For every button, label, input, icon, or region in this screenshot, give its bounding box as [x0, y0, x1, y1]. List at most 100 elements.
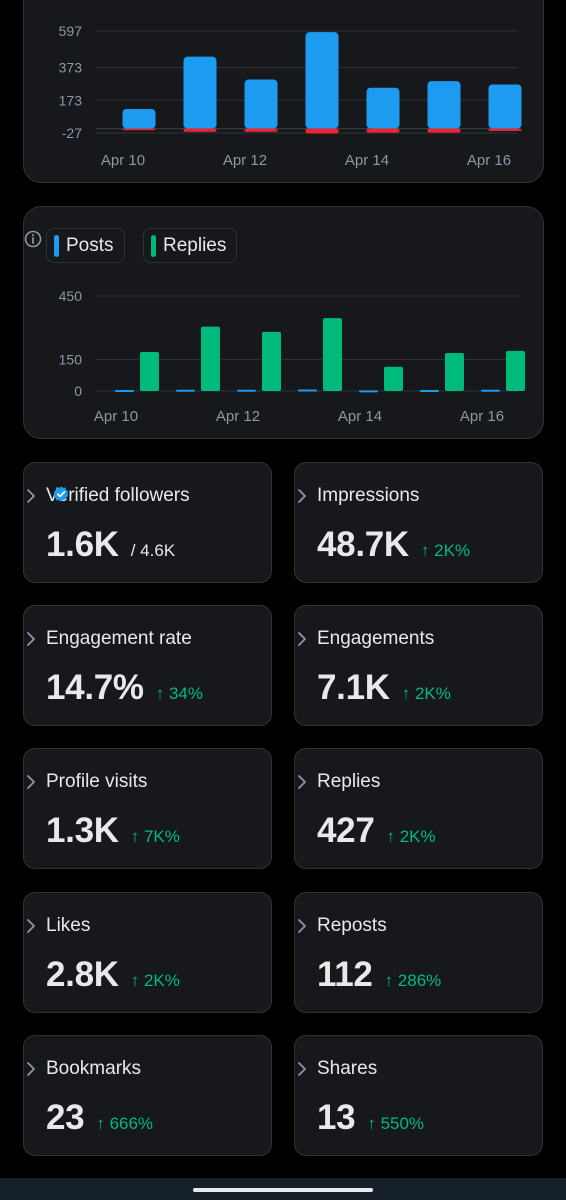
- home-indicator[interactable]: [193, 1188, 373, 1192]
- stat-label: Bookmarks: [46, 1058, 141, 1080]
- stat-card-bookmarks[interactable]: Bookmarks 23 ↑ 666%: [23, 1035, 272, 1156]
- stat-value: 427: [317, 811, 375, 850]
- info-icon[interactable]: [24, 230, 42, 248]
- stat-card-verified-followers[interactable]: Verified followers 1.6K / 4.6K: [23, 462, 272, 583]
- stat-total: / 4.6K: [130, 541, 176, 560]
- bar-negative[interactable]: [183, 128, 217, 132]
- stat-label: Engagements: [317, 628, 434, 650]
- bar-negative[interactable]: [122, 128, 156, 131]
- stat-label-text: Engagements: [317, 628, 435, 649]
- stat-value: 1.3K: [46, 811, 119, 850]
- chevron-right-icon: [27, 775, 35, 789]
- stat-card-profile-visits[interactable]: Profile visits 1.3K ↑ 7K%: [23, 748, 272, 869]
- bar-posts[interactable]: [481, 389, 500, 392]
- bar-positive[interactable]: [488, 84, 522, 129]
- stat-value-row: 112 ↑ 286%: [317, 955, 441, 995]
- bar-posts[interactable]: [298, 389, 317, 392]
- legend-replies-swatch: [151, 234, 156, 257]
- legend-posts-label: Posts: [66, 234, 114, 256]
- stat-change: ↑ 2K%: [130, 971, 180, 990]
- stat-label: Engagement rate: [46, 628, 192, 650]
- bar-negative[interactable]: [366, 128, 400, 133]
- impressions-chart-card: 597 373 173 -27 Apr 10 Apr 12 Apr 14 Apr 16: [23, 0, 544, 183]
- stat-value-row: 23 ↑ 666%: [46, 1098, 153, 1138]
- stat-card-shares[interactable]: Shares 13 ↑ 550%: [294, 1035, 543, 1156]
- bar-negative[interactable]: [427, 128, 461, 133]
- chevron-right-icon: [27, 1062, 35, 1076]
- stat-value: 2.8K: [46, 955, 119, 994]
- stat-label: Impressions: [317, 485, 419, 507]
- y-tick-label: 373: [59, 60, 83, 76]
- posts-replies-bar-chart: 450 150 0 Apr 10 Apr 12 Apr 14 Apr 16: [59, 288, 525, 425]
- bar-positive[interactable]: [305, 32, 339, 129]
- x-tick-label: Apr 12: [216, 408, 260, 425]
- stat-value-row: 13 ↑ 550%: [317, 1098, 424, 1138]
- bar-posts[interactable]: [237, 389, 256, 392]
- stat-card-likes[interactable]: Likes 2.8K ↑ 2K%: [23, 892, 272, 1013]
- chevron-right-icon: [298, 1062, 306, 1076]
- bar-replies[interactable]: [384, 366, 403, 391]
- chevron-right-icon: [27, 632, 35, 646]
- stat-label: Profile visits: [46, 771, 147, 793]
- legend-posts[interactable]: Posts: [46, 228, 125, 263]
- stat-value-row: 2.8K ↑ 2K%: [46, 955, 180, 995]
- stat-value-row: 427 ↑ 2K%: [317, 811, 436, 851]
- chevron-right-icon: [298, 489, 306, 503]
- bar-replies[interactable]: [201, 326, 220, 391]
- stat-label: Verified followers: [46, 485, 190, 507]
- bar-positive[interactable]: [183, 56, 217, 129]
- stat-change: ↑ 286%: [384, 971, 442, 990]
- stat-card-reposts[interactable]: Reposts 112 ↑ 286%: [294, 892, 543, 1013]
- stat-change: ↑ 34%: [155, 684, 203, 703]
- y-tick-label: 173: [59, 92, 83, 108]
- bar-posts[interactable]: [420, 389, 439, 392]
- stat-value: 48.7K: [317, 525, 409, 564]
- stat-card-engagement-rate[interactable]: Engagement rate 14.7% ↑ 34%: [23, 605, 272, 726]
- bar-negative[interactable]: [305, 128, 339, 134]
- stat-label-text: Replies: [317, 771, 381, 792]
- impressions-bar-chart: 597 373 173 -27 Apr 10 Apr 12 Apr 14 Apr 16: [59, 23, 522, 169]
- stat-card-impressions[interactable]: Impressions 48.7K ↑ 2K%: [294, 462, 543, 583]
- bar-replies[interactable]: [140, 351, 159, 391]
- stat-change: ↑ 666%: [96, 1114, 154, 1133]
- bar-replies[interactable]: [323, 318, 342, 391]
- bar-replies[interactable]: [445, 353, 464, 391]
- bar-positive[interactable]: [244, 79, 278, 129]
- stat-value-row: 1.3K ↑ 7K%: [46, 811, 180, 851]
- x-tick-label: Apr 14: [338, 408, 382, 425]
- legend-posts-swatch: [54, 234, 59, 257]
- stat-card-engagements[interactable]: Engagements 7.1K ↑ 2K%: [294, 605, 543, 726]
- stat-card-replies[interactable]: Replies 427 ↑ 2K%: [294, 748, 543, 869]
- stat-label: Reposts: [317, 915, 387, 937]
- bar-posts[interactable]: [115, 389, 134, 392]
- bar-posts[interactable]: [359, 390, 378, 393]
- chevron-right-icon: [298, 919, 306, 933]
- bar-positive[interactable]: [427, 81, 461, 129]
- legend-replies[interactable]: Replies: [143, 228, 238, 263]
- stat-value-row: 14.7% ↑ 34%: [46, 668, 203, 708]
- chevron-right-icon: [27, 919, 35, 933]
- stat-value: 23: [46, 1098, 85, 1137]
- bar-posts[interactable]: [176, 389, 195, 392]
- y-tick-label: 150: [59, 351, 83, 367]
- x-tick-label: Apr 16: [460, 408, 504, 425]
- y-tick-label: 450: [59, 288, 83, 304]
- bar-negative[interactable]: [488, 128, 522, 132]
- stat-label-text: Shares: [317, 1058, 378, 1079]
- bar-replies[interactable]: [262, 331, 281, 391]
- stat-change: ↑ 550%: [367, 1114, 425, 1133]
- x-tick-label: Apr 16: [467, 152, 511, 169]
- bar-negative[interactable]: [244, 128, 278, 132]
- stat-label-text: Profile visits: [46, 771, 148, 792]
- stat-value: 14.7%: [46, 668, 144, 707]
- chevron-right-icon: [298, 632, 306, 646]
- stat-value: 1.6K: [46, 525, 119, 564]
- stat-label-text: Impressions: [317, 485, 420, 506]
- stat-change: ↑ 7K%: [130, 827, 180, 846]
- bar-positive[interactable]: [122, 108, 156, 129]
- bar-replies[interactable]: [506, 350, 525, 391]
- stat-value: 112: [317, 955, 373, 994]
- legend-replies-label: Replies: [163, 234, 227, 256]
- bar-positive[interactable]: [366, 87, 400, 129]
- stat-label-text: Verified followers: [46, 485, 190, 506]
